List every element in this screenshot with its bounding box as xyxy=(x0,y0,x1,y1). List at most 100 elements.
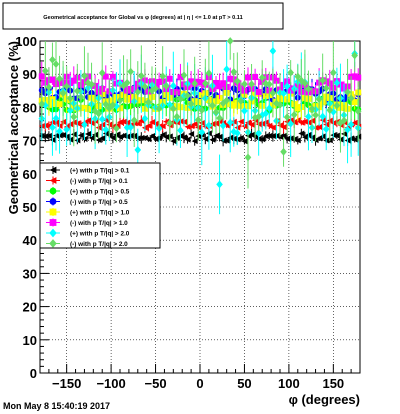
data-point xyxy=(191,79,198,88)
data-point xyxy=(294,105,301,112)
data-point xyxy=(259,136,266,143)
data-point xyxy=(326,106,334,115)
data-point xyxy=(301,118,308,125)
data-point xyxy=(49,76,56,83)
data-point xyxy=(241,106,248,115)
data-point xyxy=(166,100,174,109)
data-point xyxy=(187,99,195,108)
data-point xyxy=(237,97,245,105)
data-point xyxy=(216,133,223,140)
data-point xyxy=(301,134,308,141)
data-point xyxy=(77,93,85,102)
data-point xyxy=(85,130,91,137)
data-point xyxy=(70,77,77,84)
data-point xyxy=(116,96,124,105)
data-point xyxy=(220,80,227,87)
data-point xyxy=(351,51,358,60)
data-point xyxy=(216,114,223,122)
data-point xyxy=(351,73,358,80)
data-point xyxy=(74,87,81,95)
legend-entry-4: (+) with p T/|q| > 1.0 xyxy=(46,208,130,217)
data-point xyxy=(117,119,123,126)
data-point xyxy=(188,78,195,85)
data-point xyxy=(134,88,142,96)
legend-label: (-) with p T/|q| > 1.0 xyxy=(70,220,128,227)
data-point xyxy=(283,113,291,122)
data-point xyxy=(351,119,358,126)
data-point xyxy=(258,73,266,82)
data-point xyxy=(180,71,188,80)
data-point xyxy=(181,134,187,141)
data-point xyxy=(198,79,205,86)
chart-title: Geometrical acceptance for Global vs φ (… xyxy=(43,15,242,21)
data-point xyxy=(241,80,248,89)
x-tick-label: 50 xyxy=(237,376,251,391)
data-point xyxy=(269,133,276,140)
data-point xyxy=(223,65,230,74)
data-point xyxy=(98,115,106,124)
data-point xyxy=(77,132,84,139)
legend-entry-2: (+) with p T/|q| > 0.5 xyxy=(46,187,130,196)
data-point xyxy=(258,111,266,120)
y-tick-label: 60 xyxy=(23,167,37,182)
data-point xyxy=(216,180,223,189)
y-tick-label: 30 xyxy=(23,266,37,281)
legend-entry-5: (-) with p T/|q| > 1.0 xyxy=(46,218,128,227)
data-point xyxy=(195,78,202,85)
data-point xyxy=(308,104,316,113)
data-point xyxy=(330,107,337,116)
data-point xyxy=(226,37,234,45)
data-point xyxy=(269,47,277,55)
data-point xyxy=(52,60,60,68)
data-point xyxy=(66,106,74,115)
legend-marker xyxy=(49,239,57,248)
data-point xyxy=(316,135,323,142)
data-point xyxy=(287,119,294,128)
data-point xyxy=(138,71,145,80)
data-point xyxy=(241,138,248,145)
data-point xyxy=(141,114,149,123)
legend-entry-3: (-) with p T/|q| > 0.5 xyxy=(46,197,128,206)
data-point xyxy=(333,132,340,139)
data-point xyxy=(283,82,291,91)
data-point xyxy=(145,136,152,143)
data-point xyxy=(319,112,326,121)
data-point xyxy=(252,73,259,80)
data-point xyxy=(191,138,198,145)
legend-entry-7: (-) with p T/|q| > 2.0 xyxy=(46,239,128,248)
data-point xyxy=(145,98,152,107)
data-point xyxy=(59,89,67,97)
series-7 xyxy=(38,37,362,189)
data-point xyxy=(280,89,287,98)
data-point xyxy=(38,73,45,80)
data-point xyxy=(226,118,234,127)
legend-marker xyxy=(49,177,57,184)
data-point xyxy=(177,126,184,135)
data-point xyxy=(56,127,63,136)
y-tick-label: 20 xyxy=(23,300,37,315)
chart-title-box: Geometrical acceptance for Global vs φ (… xyxy=(2,2,284,30)
data-point xyxy=(205,69,213,78)
data-point xyxy=(294,72,302,81)
data-point xyxy=(202,136,209,143)
data-point xyxy=(347,94,355,103)
data-point xyxy=(266,104,273,113)
data-point xyxy=(52,114,60,123)
legend-marker xyxy=(49,228,57,238)
data-point xyxy=(298,119,305,126)
data-point xyxy=(177,74,184,81)
data-point xyxy=(351,136,358,143)
data-point xyxy=(248,80,255,89)
legend: (+) with p T/|q| > 0.1 (-) with p T/|q| >… xyxy=(39,162,161,249)
data-point xyxy=(98,69,106,77)
data-point xyxy=(255,88,262,95)
data-point xyxy=(234,129,241,137)
data-point xyxy=(209,136,216,143)
data-point xyxy=(49,123,56,132)
data-point xyxy=(354,107,362,116)
data-point xyxy=(155,104,163,113)
legend-label: (+) with p T/|q| > 2.0 xyxy=(70,231,130,238)
data-point xyxy=(213,132,219,139)
data-point xyxy=(63,125,70,134)
data-point xyxy=(45,132,52,139)
